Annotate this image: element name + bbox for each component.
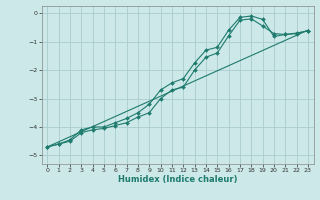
X-axis label: Humidex (Indice chaleur): Humidex (Indice chaleur) bbox=[118, 175, 237, 184]
